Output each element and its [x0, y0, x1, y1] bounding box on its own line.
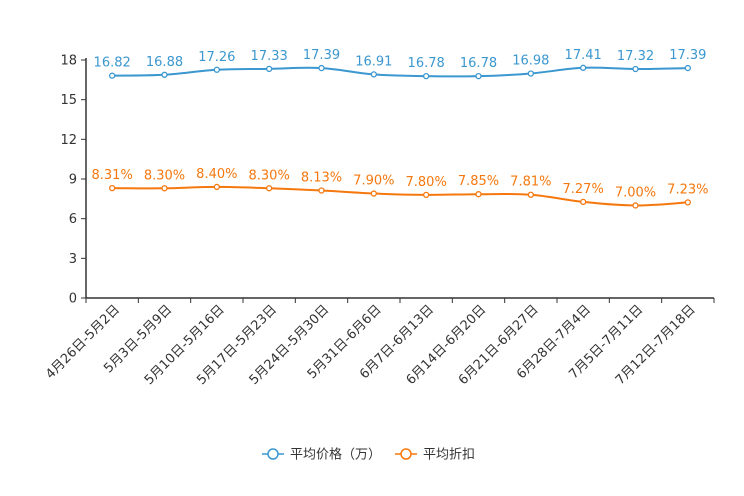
y-tick-label: 9: [69, 173, 77, 188]
legend-item-2[interactable]: 平均折扣: [395, 448, 475, 463]
data-point[interactable]: [370, 190, 377, 197]
legend-label: 平均折扣: [423, 448, 475, 463]
data-label: 16.91: [355, 54, 392, 69]
data-label: 7.27%: [563, 182, 604, 197]
data-point[interactable]: [213, 183, 220, 191]
data-label: 8.30%: [249, 168, 290, 183]
y-tick-label: 6: [69, 212, 77, 227]
series-1: 16.82 16.88 17.26 17.33 17.39 16.91 16.78 16.78…: [94, 48, 706, 80]
data-point[interactable]: [475, 191, 482, 198]
data-point[interactable]: [318, 64, 325, 72]
data-point[interactable]: [213, 66, 220, 73]
data-point[interactable]: [370, 71, 377, 78]
series-2: 8.31% 8.30% 8.40% 8.30% 8.13% 7.90% 7.80% 7.85%…: [92, 167, 708, 209]
data-point[interactable]: [109, 184, 116, 192]
data-label: 8.31%: [92, 168, 133, 183]
data-point[interactable]: [632, 202, 639, 209]
data-label: 7.23%: [667, 182, 708, 197]
legend-item-1[interactable]: 平均价格（万）: [262, 447, 381, 463]
series-layer: 16.82 16.88 17.26 17.33 17.39 16.91 16.78 16.78…: [92, 48, 708, 209]
y-tick-label: 3: [69, 252, 77, 267]
data-label: 17.33: [251, 49, 288, 64]
data-point[interactable]: [475, 72, 482, 80]
data-point[interactable]: [266, 185, 273, 192]
data-label: 17.41: [565, 48, 602, 63]
data-label: 17.32: [617, 49, 654, 64]
data-label: 8.40%: [196, 167, 237, 182]
data-label: 7.00%: [615, 185, 656, 200]
data-point[interactable]: [580, 64, 587, 71]
legend-marker: [267, 448, 279, 460]
data-point[interactable]: [580, 198, 587, 206]
data-point[interactable]: [527, 70, 534, 77]
y-tick-label: 0: [69, 292, 77, 307]
data-point[interactable]: [684, 64, 691, 72]
data-label: 17.39: [669, 48, 706, 63]
data-label: 16.82: [94, 56, 131, 71]
data-label: 8.30%: [144, 168, 185, 183]
legend-label: 平均价格（万）: [290, 447, 381, 463]
series-line: [112, 185, 688, 207]
legend-marker: [400, 448, 412, 460]
series-line: [112, 66, 688, 78]
data-point[interactable]: [161, 185, 168, 192]
data-label: 17.26: [198, 50, 235, 65]
data-point[interactable]: [318, 187, 325, 194]
y-tick-label: 18: [60, 54, 77, 69]
data-label: 7.81%: [510, 175, 551, 190]
data-point[interactable]: [423, 191, 430, 199]
data-label: 16.78: [408, 56, 445, 71]
data-point[interactable]: [266, 65, 273, 73]
chart-legend[interactable]: 平均价格（万） 平均折扣: [262, 447, 475, 463]
y-tick-label: 15: [60, 93, 77, 108]
data-label: 16.98: [512, 53, 549, 68]
data-point[interactable]: [109, 72, 116, 79]
data-label: 7.85%: [458, 174, 499, 189]
data-point[interactable]: [684, 199, 691, 206]
data-label: 16.78: [460, 56, 497, 71]
chart-axes: 03691215184月26日-5月2日5月3日-5月9日5月10日-5月16日…: [43, 54, 715, 388]
data-label: 8.13%: [301, 171, 342, 186]
data-point[interactable]: [527, 191, 534, 198]
data-label: 16.88: [146, 55, 183, 70]
data-point[interactable]: [632, 65, 639, 73]
data-label: 17.39: [303, 48, 340, 63]
data-label: 7.90%: [353, 174, 394, 189]
data-label: 7.80%: [406, 175, 447, 190]
y-tick-label: 12: [60, 133, 77, 148]
data-point[interactable]: [423, 72, 430, 80]
data-point[interactable]: [161, 71, 168, 78]
